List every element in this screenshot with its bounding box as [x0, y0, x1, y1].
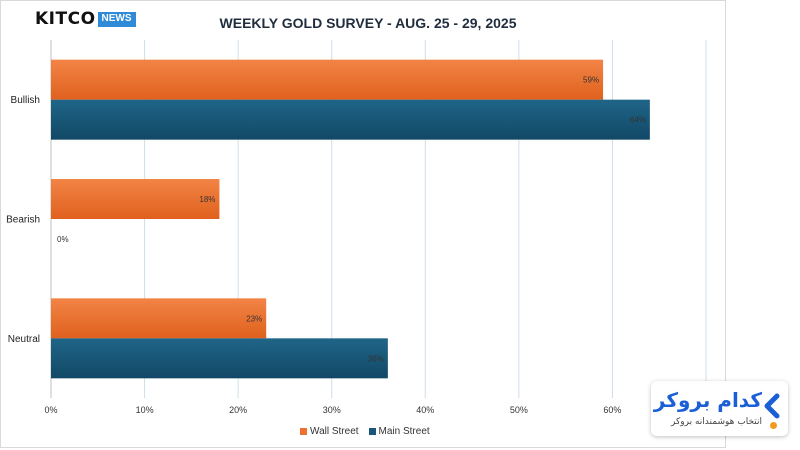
- news-badge: NEWS: [97, 11, 136, 27]
- kodam-broker-watermark: کدام بروکر انتخاب هوشمندانه بروکر: [651, 381, 788, 436]
- legend-swatch-wall-street: [300, 428, 307, 435]
- category-label: Bearish: [6, 215, 40, 226]
- watermark-subtitle: انتخاب هوشمندانه بروکر: [671, 417, 762, 427]
- data-label: 64%: [630, 116, 646, 125]
- legend-item-wall-street: Wall Street: [300, 426, 359, 437]
- data-label: 18%: [199, 195, 215, 204]
- x-tick-label: 40%: [416, 405, 434, 415]
- bar: [51, 59, 604, 100]
- legend-swatch-main-street: [368, 428, 376, 435]
- legend-label-main-street: Main Street: [378, 426, 430, 437]
- bar: [51, 99, 650, 140]
- x-tick-label: 50%: [510, 405, 528, 415]
- x-tick-label: 10%: [136, 405, 154, 415]
- x-tick-label: 0%: [44, 405, 57, 415]
- chevron-left-icon: [764, 393, 780, 419]
- legend-item-main-street: Main Street: [368, 426, 430, 437]
- bar: [51, 179, 220, 219]
- data-label: 59%: [583, 76, 599, 85]
- legend-label-wall-street: Wall Street: [310, 426, 359, 437]
- data-label: 36%: [368, 354, 384, 363]
- x-tick-label: 60%: [603, 405, 621, 415]
- data-label: 23%: [246, 314, 262, 323]
- chart-title: WEEKLY GOLD SURVEY - AUG. 25 - 29, 2025: [219, 15, 517, 31]
- category-label: Neutral: [8, 334, 40, 345]
- data-label: 0%: [57, 235, 69, 244]
- category-label: Bullish: [11, 95, 40, 106]
- chart-legend: Wall Street Main Street: [300, 426, 430, 437]
- x-tick-label: 30%: [323, 405, 341, 415]
- kitco-wordmark: KITCO: [35, 9, 96, 29]
- watermark-title: کدام بروکر: [653, 388, 762, 412]
- bar: [51, 338, 388, 379]
- watermark-dot-icon: [770, 422, 777, 429]
- x-tick-label: 20%: [229, 405, 247, 415]
- bar: [51, 298, 267, 339]
- kitco-logo: KITCO NEWS: [35, 9, 136, 29]
